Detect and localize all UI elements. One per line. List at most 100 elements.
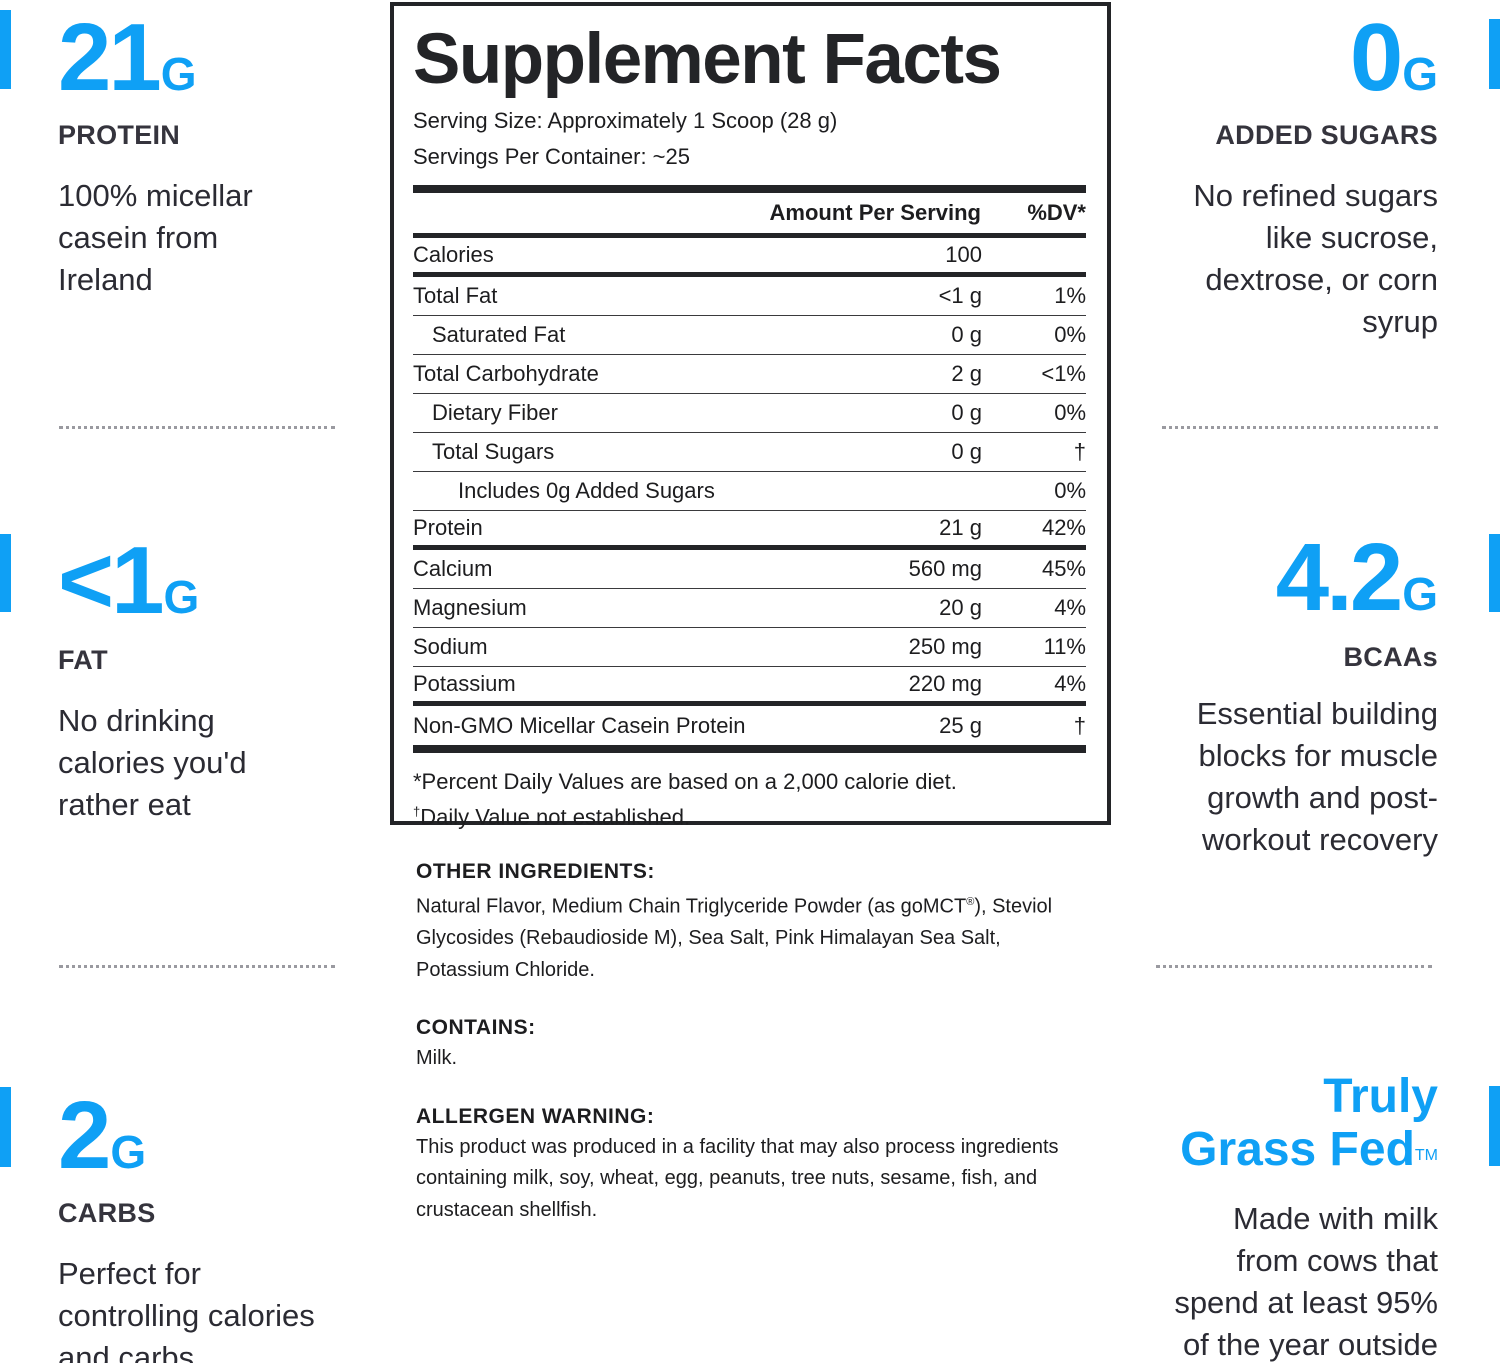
value-unit: G <box>110 1126 147 1178</box>
row-name: Protein <box>413 515 483 540</box>
medium-rule <box>413 233 1086 238</box>
row-dv: 11% <box>1043 634 1086 659</box>
row-dv: 4% <box>1054 595 1086 620</box>
desc-line: like sucrose, <box>1265 220 1438 255</box>
serving-info: Serving Size: Approximately 1 Scoop (28 … <box>413 103 1086 175</box>
row-name: Saturated Fat <box>432 322 566 347</box>
value-number: 21 <box>58 4 162 111</box>
row-dv: 45% <box>1041 556 1086 581</box>
allergen-text: This product was produced in a facility … <box>416 1135 1059 1221</box>
footnote-dv: *Percent Daily Values are based on a 2,0… <box>413 769 957 794</box>
allergen-heading: ALLERGEN WARNING: <box>416 1104 655 1128</box>
desc-line: No drinking <box>58 703 215 738</box>
facts-row-calcium: Calcium 560 mg 45% <box>413 550 1086 589</box>
row-amount: 0 g <box>951 322 982 347</box>
accent-bar-left-3 <box>0 1087 11 1167</box>
facts-row-dietary-fiber: Dietary Fiber 0 g 0% <box>413 394 1086 433</box>
facts-row-sodium: Sodium 250 mg 11% <box>413 628 1086 667</box>
row-name: Non-GMO Micellar Casein Protein <box>413 712 746 738</box>
stat-description: No drinking calories you'd rather eat <box>58 700 358 826</box>
accent-bar-left-1 <box>0 10 11 89</box>
row-name: Sodium <box>413 634 488 659</box>
dotted-divider <box>59 965 335 968</box>
row-dv: † <box>1073 439 1086 464</box>
value-unit: G <box>1402 568 1438 620</box>
desc-line: Essential building <box>1196 696 1438 731</box>
row-dv: 42% <box>1041 515 1086 540</box>
desc-line: growth and post- <box>1207 780 1438 815</box>
row-amount: 2 g <box>951 361 982 386</box>
row-name: Total Fat <box>413 283 498 308</box>
accent-bar-right-3 <box>1489 1086 1500 1166</box>
stat-value: 2G <box>58 1088 358 1184</box>
stat-description: Made with milk from cows that spend at l… <box>1138 1198 1438 1363</box>
row-name: Dietary Fiber <box>432 400 558 425</box>
stat-label: PROTEIN <box>58 120 181 150</box>
row-amount: 0 g <box>951 400 982 425</box>
desc-line: workout recovery <box>1201 822 1438 857</box>
desc-line: dextrose, or corn <box>1205 262 1438 297</box>
other-ingredients-heading: OTHER INGREDIENTS: <box>416 860 655 883</box>
facts-row-protein: Protein 21 g 42% <box>413 511 1086 550</box>
other-ingredients: OTHER INGREDIENTS: Natural Flavor, Mediu… <box>416 857 1096 986</box>
title-line: Grass FedTM <box>1138 1123 1438 1176</box>
row-dv: 0% <box>1054 478 1086 503</box>
row-dv: 1% <box>1054 283 1086 308</box>
servings-per-container: Servings Per Container: ~25 <box>413 144 690 169</box>
other-ingredients-text: Natural Flavor, Medium Chain Triglycerid… <box>416 887 1096 986</box>
title-text: Grass Fed <box>1180 1123 1415 1176</box>
stat-carbs: 2G CARBS Perfect for controlling calorie… <box>58 1088 358 1363</box>
value-unit: G <box>163 571 200 623</box>
contains-text: Milk. <box>416 1047 458 1070</box>
grass-fed-title: Truly Grass FedTM <box>1138 1070 1438 1176</box>
contains-heading: CONTAINS: <box>416 1016 536 1040</box>
desc-line: Ireland <box>58 262 153 297</box>
row-name: Potassium <box>413 671 516 696</box>
row-dv: † <box>1073 712 1086 738</box>
stat-label: ADDED SUGARS <box>1215 120 1438 150</box>
stat-protein: 21G PROTEIN 100% micellar casein from Ir… <box>58 10 358 301</box>
facts-row-magnesium: Magnesium 20 g 4% <box>413 589 1086 628</box>
dagger-mark: † <box>413 804 421 819</box>
ingredients-text-part: Natural Flavor, Medium Chain Triglycerid… <box>416 895 967 918</box>
row-name: Total Carbohydrate <box>413 361 599 386</box>
row-amount: 560 mg <box>908 556 982 581</box>
serving-size: Serving Size: Approximately 1 Scoop (28 … <box>413 108 838 133</box>
desc-line: controlling calories <box>58 1298 315 1333</box>
facts-row-added-sugars: Includes 0g Added Sugars 0% <box>413 472 1086 511</box>
row-name: Calcium <box>413 556 493 581</box>
desc-line: calories you'd <box>58 745 247 780</box>
stat-value: <1G <box>58 533 358 629</box>
row-amount: 25 g <box>939 712 982 738</box>
row-amount: 220 mg <box>908 671 982 696</box>
contains: CONTAINS: Milk. <box>416 1013 1096 1075</box>
desc-line: and carbs <box>58 1340 195 1363</box>
facts-row-saturated-fat: Saturated Fat 0 g 0% <box>413 316 1086 355</box>
row-dv: 0% <box>1054 322 1086 347</box>
stat-description: Perfect for controlling calories and car… <box>58 1253 358 1363</box>
stat-fat: <1G FAT No drinking calories you'd rathe… <box>58 533 358 826</box>
stat-grass-fed: Truly Grass FedTM Made with milk from co… <box>1138 1070 1438 1363</box>
desc-line: of the year outside <box>1182 1327 1438 1362</box>
desc-line: No refined sugars <box>1193 178 1438 213</box>
value-number: 0 <box>1349 4 1403 111</box>
header-amount: Amount Per Serving <box>769 200 981 225</box>
allergen-warning: ALLERGEN WARNING: This product was produ… <box>416 1102 1096 1227</box>
dotted-divider <box>1162 426 1438 429</box>
row-amount: 250 mg <box>908 634 982 659</box>
desc-line: Made with milk <box>1233 1201 1438 1236</box>
desc-line: casein from <box>58 220 219 255</box>
registered-mark: ® <box>966 896 975 908</box>
heavy-rule <box>413 185 1086 193</box>
desc-line: rather eat <box>58 787 191 822</box>
desc-line: spend at least 95% <box>1174 1285 1438 1320</box>
facts-row-calories: Calories 100 <box>413 238 1086 277</box>
accent-bar-left-2 <box>0 534 11 612</box>
footnote-dagger: †Daily Value not established. <box>413 797 1086 832</box>
desc-line: 100% micellar <box>58 178 253 213</box>
dotted-divider <box>59 426 335 429</box>
trademark-mark: TM <box>1414 1147 1438 1164</box>
row-amount: 21 g <box>939 515 982 540</box>
title-line: Truly <box>1323 1070 1438 1123</box>
facts-row-casein-protein: Non-GMO Micellar Casein Protein 25 g † <box>413 706 1086 745</box>
